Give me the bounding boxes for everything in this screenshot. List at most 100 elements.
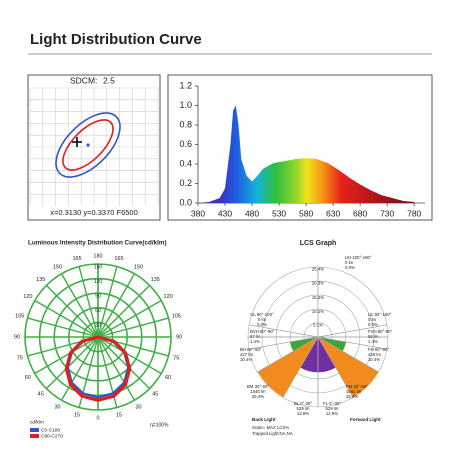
lcs-title: LCS Graph [300, 240, 337, 247]
angle-label: 30 [54, 405, 60, 411]
y-tick-label: 0.0 [179, 197, 192, 207]
unit-label: cd/klm [30, 419, 44, 425]
y-tick-label: 0.2 [179, 178, 192, 188]
outer-ellipse [55, 112, 121, 178]
zone-label: UL 90°-100° [368, 312, 392, 317]
angle-label: 60 [165, 375, 171, 381]
sdcm-label: SDCM: [70, 75, 97, 85]
spoke [97, 336, 136, 401]
spoke [34, 299, 99, 338]
angle-label: 150 [134, 264, 143, 270]
angle-label: 90 [176, 334, 182, 340]
spectrum-area [198, 105, 415, 203]
zone-label: 1041 lm [346, 389, 362, 394]
zone-label: BL 0°-30° [294, 401, 313, 406]
spoke [60, 336, 99, 401]
angle-label: 120 [164, 294, 173, 300]
zone-label: 10.4% [368, 357, 380, 362]
zone-label: 0.0% [257, 322, 267, 327]
zone-label: FH 60°-80° [368, 347, 390, 352]
zone-boundary [317, 324, 387, 338]
x-tick-label: 630 [326, 208, 340, 218]
y-tick-label: 0.8 [179, 119, 192, 129]
x-tick-label: 480 [245, 208, 259, 218]
spoke [78, 266, 99, 338]
ring-label: 25.4% [312, 267, 324, 272]
zone-label: UL 90°-100° [250, 312, 274, 317]
angle-label: 30 [135, 405, 141, 411]
target-point [72, 137, 82, 147]
zone-label: BH 60°-80° [240, 347, 262, 352]
sdcm-caption: x=0.3130 y=0.3370 F6500 [50, 208, 138, 217]
ring-label: 10.1% [312, 309, 324, 314]
sdcm-frame [27, 74, 161, 221]
spoke [60, 273, 99, 338]
zone-label: 0.0% [368, 322, 378, 327]
angle-label: 135 [36, 277, 45, 283]
radial-label: 120 [94, 279, 103, 285]
zone-label: 427 lm [240, 352, 253, 357]
angle-label: 135 [151, 277, 160, 283]
zone-label: 12.9% [297, 411, 309, 416]
x-tick-label: 380 [191, 208, 205, 218]
y-tick-label: 0.6 [179, 139, 192, 149]
zone-boundary [317, 336, 387, 350]
y-tick-label: 1.2 [179, 80, 192, 90]
zone-label: FL 0°-30° [323, 401, 341, 406]
angle-label: 105 [172, 313, 181, 319]
x-tick-label: 430 [218, 208, 232, 218]
ring-label: 15.2% [312, 295, 324, 300]
zone-label: 1.4% [368, 339, 378, 344]
angle-label: 0 [96, 415, 99, 421]
zone-label: 426 lm [368, 352, 381, 357]
zone-label: 0 lm [368, 317, 377, 322]
note: Scale= MAX LCS% [252, 425, 289, 430]
zone-label: 57 lm [250, 334, 261, 339]
zone-label: 529 lm [297, 406, 310, 411]
zone-label: 0 lm [258, 317, 267, 322]
ring-label: 5.1% [313, 323, 323, 328]
spoke [34, 336, 99, 375]
spoke [97, 336, 151, 390]
spoke [97, 284, 151, 338]
spoke [97, 299, 162, 338]
angle-label: 60 [25, 375, 31, 381]
zone-label: BM 30°-60° [247, 384, 269, 389]
legend-label: C90-C270 [41, 433, 63, 439]
spoke [97, 317, 169, 338]
polar-title: Luminous Intensity Distribution Curve(cd… [28, 240, 167, 247]
sdcm-value: 2.5 [103, 75, 115, 85]
zone-label: UH 100°-180° [345, 255, 372, 260]
zone-label: 1040 lm [250, 389, 266, 394]
y-tick-label: 0.4 [179, 158, 192, 168]
angle-label: 105 [15, 313, 24, 319]
legend-label: C0-C180 [41, 427, 61, 433]
zone-label: 0 lm [345, 260, 354, 265]
radial-label: 60 [95, 308, 101, 314]
intensity-curve [64, 335, 132, 402]
zone-boundary [249, 336, 319, 350]
zone-label: 56 lm [368, 334, 379, 339]
spectrum-frame [167, 74, 433, 221]
zone-label: 1.4% [250, 339, 260, 344]
x-tick-label: 530 [272, 208, 286, 218]
zone-boundary [257, 336, 319, 373]
angle-label: 75 [173, 355, 179, 361]
zone-label: FM 30°-60° [346, 384, 368, 389]
inner-ellipse [62, 119, 114, 171]
angle-label: 75 [17, 355, 23, 361]
lcs-zone [317, 336, 379, 398]
series-label: Back Light [252, 417, 276, 422]
zone-label: 10.4% [240, 357, 252, 362]
zone-label: 0.0% [345, 265, 355, 270]
note: Trapped Light:NA,NA [252, 431, 293, 436]
zone-label: FVH 80°-90° [368, 329, 392, 334]
zone-label: 25.4% [346, 394, 358, 399]
angle-label: 150 [53, 264, 62, 270]
spoke [27, 317, 99, 338]
zone-boundary [317, 336, 354, 398]
angle-label: 180 [93, 253, 102, 259]
zone-boundary [317, 336, 379, 373]
zone-boundary [282, 336, 319, 398]
